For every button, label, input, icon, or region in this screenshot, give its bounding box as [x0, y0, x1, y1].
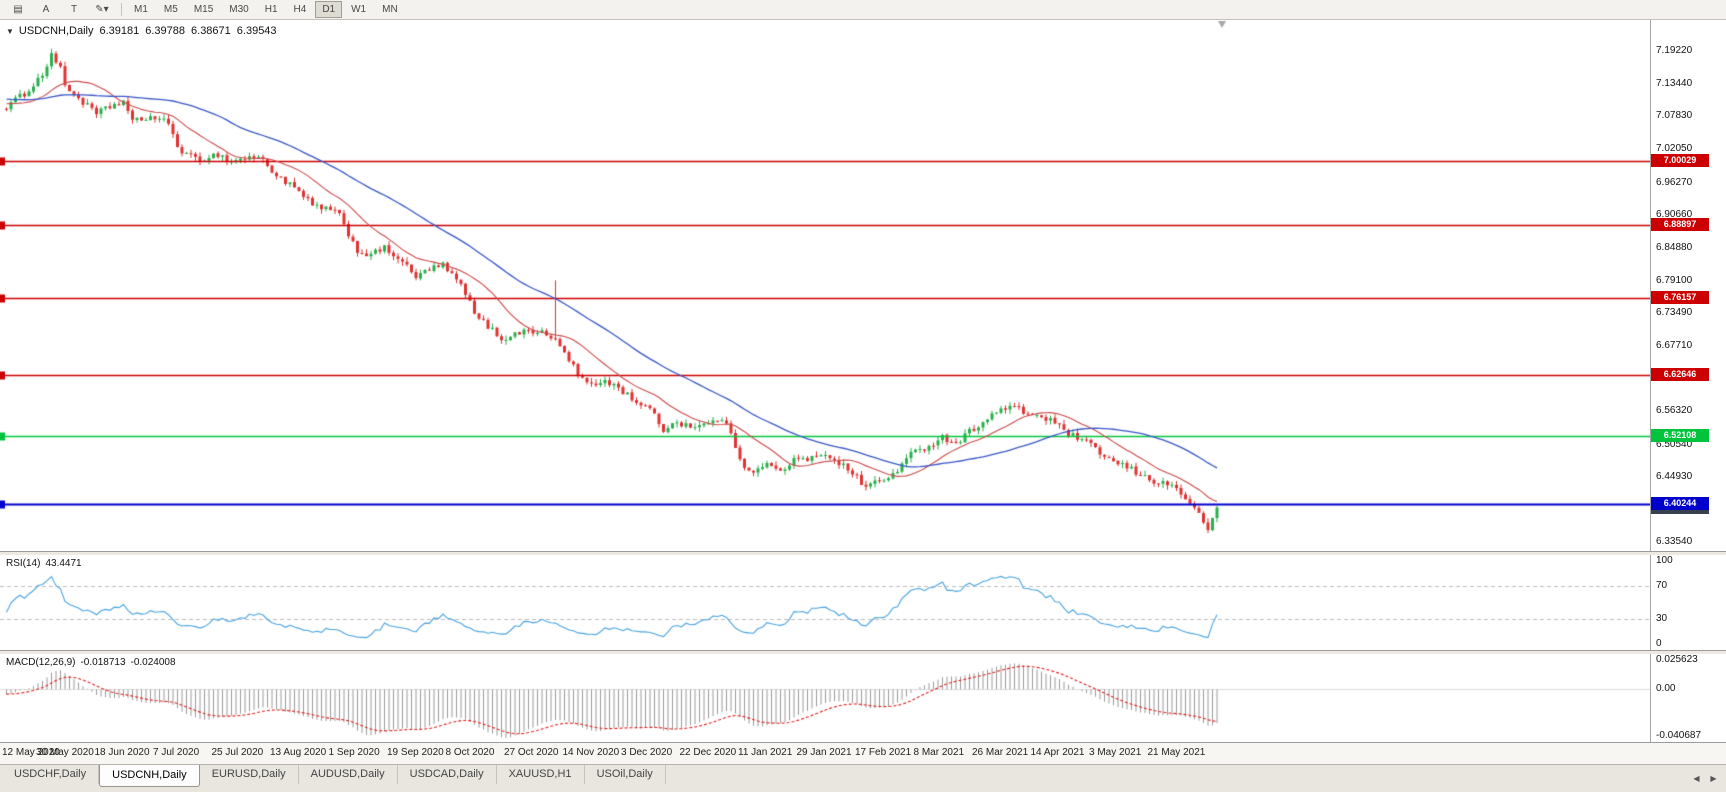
date-label: 17 Feb 2021	[855, 747, 912, 758]
date-label: 14 Nov 2020	[562, 747, 620, 758]
price-axis-label: 7.13440	[1656, 78, 1693, 90]
macd-panel-canvas[interactable]	[0, 654, 1650, 742]
ohlc-close: 6.39543	[236, 25, 277, 37]
chart-menu-button[interactable]: ▤	[4, 1, 32, 19]
price-axis-label: 7.07830	[1656, 110, 1693, 122]
chart-symbol-title: USDCNH,Daily	[18, 25, 94, 37]
date-label: 30 May 2020	[36, 747, 94, 758]
date-label: 8 Oct 2020	[445, 747, 495, 758]
rsi-indicator-label: RSI(14) 43.4471	[6, 558, 82, 569]
macd-signal-value: -0.024008	[130, 657, 176, 668]
collapse-arrow-icon[interactable]: ▼	[6, 26, 14, 36]
timeframe-button-mn[interactable]: MN	[382, 4, 398, 15]
tab-eurusd-daily[interactable]: EURUSD,Daily	[200, 765, 299, 784]
date-label: 8 Mar 2021	[913, 747, 965, 758]
rsi-axis-label: 70	[1656, 579, 1668, 591]
tab-strip: USDCHF,Daily USDCNH,Daily EURUSD,Daily AUDU…	[2, 765, 666, 787]
timeframe-button-h4[interactable]: H4	[293, 4, 307, 15]
price-axis-label: 6.79100	[1656, 274, 1693, 286]
tab-audusd-daily[interactable]: AUDUSD,Daily	[299, 765, 398, 784]
chart-header: ▼ USDCNH,Daily 6.39181 6.39788 6.38671 6…	[6, 25, 277, 37]
hline-price-badge: 6.40244	[1651, 496, 1709, 510]
timeframe-group: M1 M5 M15 M30 H1 H4 D1 W1 MN	[127, 1, 407, 18]
timeframe-button-m1[interactable]: M1	[134, 4, 148, 15]
date-label: 1 Sep 2020	[328, 747, 380, 758]
rsi-name: RSI(14)	[6, 558, 41, 569]
chart-menu-icon: ▤	[13, 4, 23, 15]
chevron-down-icon: ▾	[103, 4, 109, 15]
hline-price-badge: 6.62646	[1651, 368, 1709, 382]
timeframe-button-m15[interactable]: M15	[193, 4, 214, 15]
price-axis-label: 6.96270	[1656, 176, 1693, 188]
price-axis-label: 6.84880	[1656, 241, 1693, 253]
main-chart-canvas[interactable]	[0, 20, 1650, 551]
macd-value: -0.018713	[80, 657, 126, 668]
price-axis-label: 6.73490	[1656, 307, 1693, 319]
timeframe-button-d1[interactable]: D1	[315, 1, 343, 18]
ohlc-open: 6.39181	[99, 25, 140, 37]
pencil-icon: ✎	[95, 4, 104, 15]
date-label: 26 Mar 2021	[972, 747, 1029, 758]
date-axis[interactable]: 12 May 2020 30 May 2020 18 Jun 2020 7 Jul 2…	[0, 742, 1726, 764]
price-axis-label: 6.33540	[1656, 536, 1693, 547]
rsi-axis-label: 0	[1656, 638, 1662, 649]
tab-scroll-right-button[interactable]: ▶	[1710, 773, 1717, 783]
tab-usdcnh-daily[interactable]: USDCNH,Daily	[99, 765, 200, 787]
macd-axis-label: 0.00	[1656, 683, 1676, 695]
timeframe-button-w1[interactable]: W1	[351, 4, 367, 15]
date-label: 27 Oct 2020	[504, 747, 559, 758]
timeframe-button-m5[interactable]: M5	[163, 4, 178, 15]
date-label: 18 Jun 2020	[94, 747, 150, 758]
macd-name: MACD(12,26,9)	[6, 657, 76, 668]
price-axis-label: 7.19220	[1656, 45, 1693, 56]
tab-usdcad-daily[interactable]: USDCAD,Daily	[398, 765, 497, 784]
hline-price-badge: 7.00029	[1651, 153, 1709, 167]
date-label: 12 May 2020	[2, 747, 60, 758]
date-label: 14 Apr 2021	[1030, 747, 1085, 758]
price-axis-label: 6.90660	[1656, 208, 1693, 220]
price-axis-label: 6.50540	[1656, 438, 1693, 450]
draw-tools-button[interactable]: ✎ ▾	[88, 1, 116, 19]
panel-splitter[interactable]	[0, 650, 1726, 654]
price-scale[interactable]: 7.19220 7.13440 7.07830 7.02050 6.96270 6.906…	[1650, 20, 1726, 742]
hline-price-badge: 6.88897	[1651, 217, 1709, 231]
rsi-panel-canvas[interactable]	[0, 555, 1650, 650]
rsi-axis-label: 30	[1656, 613, 1668, 625]
ohlc-high: 6.39788	[145, 25, 186, 37]
timeframe-button-h1[interactable]: H1	[264, 4, 278, 15]
macd-axis-label: -0.040687	[1656, 730, 1702, 741]
toolbar-separator	[121, 3, 122, 16]
hline-price-badge: 6.52108	[1651, 428, 1709, 442]
price-axis-label: 6.56320	[1656, 405, 1693, 417]
price-axis-label: 6.44930	[1656, 470, 1693, 482]
macd-indicator-label: MACD(12,26,9) -0.018713 -0.024008	[6, 657, 176, 668]
crosshair-tool-button[interactable]: T	[70, 4, 78, 15]
chart-tab-bar: USDCHF,Daily USDCNH,Daily EURUSD,Daily AUDU…	[0, 764, 1726, 792]
date-label: 25 Jul 2020	[211, 747, 264, 758]
rsi-axis-label: 100	[1656, 555, 1673, 566]
price-axis-label: 7.02050	[1656, 143, 1693, 155]
price-axis-label: 6.67710	[1656, 340, 1693, 352]
date-label: 22 Dec 2020	[679, 747, 737, 758]
hline-price-badge: 6.76157	[1651, 290, 1709, 304]
rsi-value: 43.4471	[45, 558, 82, 569]
tab-xauusd-h1[interactable]: XAUUSD,H1	[497, 765, 585, 784]
panel-splitter[interactable]	[0, 551, 1726, 555]
date-label: 13 Aug 2020	[270, 747, 327, 758]
date-label: 3 May 2021	[1089, 747, 1142, 758]
date-label: 29 Jan 2021	[796, 747, 852, 758]
ohlc-low: 6.38671	[191, 25, 231, 37]
timeframe-button-m30[interactable]: M30	[229, 4, 249, 15]
cursor-tool-button[interactable]: A	[42, 4, 50, 15]
tab-scroll-left-button[interactable]: ◀	[1693, 773, 1700, 783]
date-label: 7 Jul 2020	[153, 747, 200, 758]
tab-usoil-daily[interactable]: USOil,Daily	[585, 765, 666, 784]
macd-axis-label: 0.025623	[1656, 654, 1698, 665]
date-label: 21 May 2021	[1147, 747, 1206, 758]
date-label: 19 Sep 2020	[387, 747, 444, 758]
top-toolbar: ▤ A T ✎ ▾ M1 M5 M15 M30 H1 H4 D1 W1 MN	[0, 0, 1726, 20]
date-label: 3 Dec 2020	[621, 747, 673, 758]
tab-usdchf-daily[interactable]: USDCHF,Daily	[2, 765, 100, 784]
date-label: 11 Jan 2021	[738, 747, 793, 758]
